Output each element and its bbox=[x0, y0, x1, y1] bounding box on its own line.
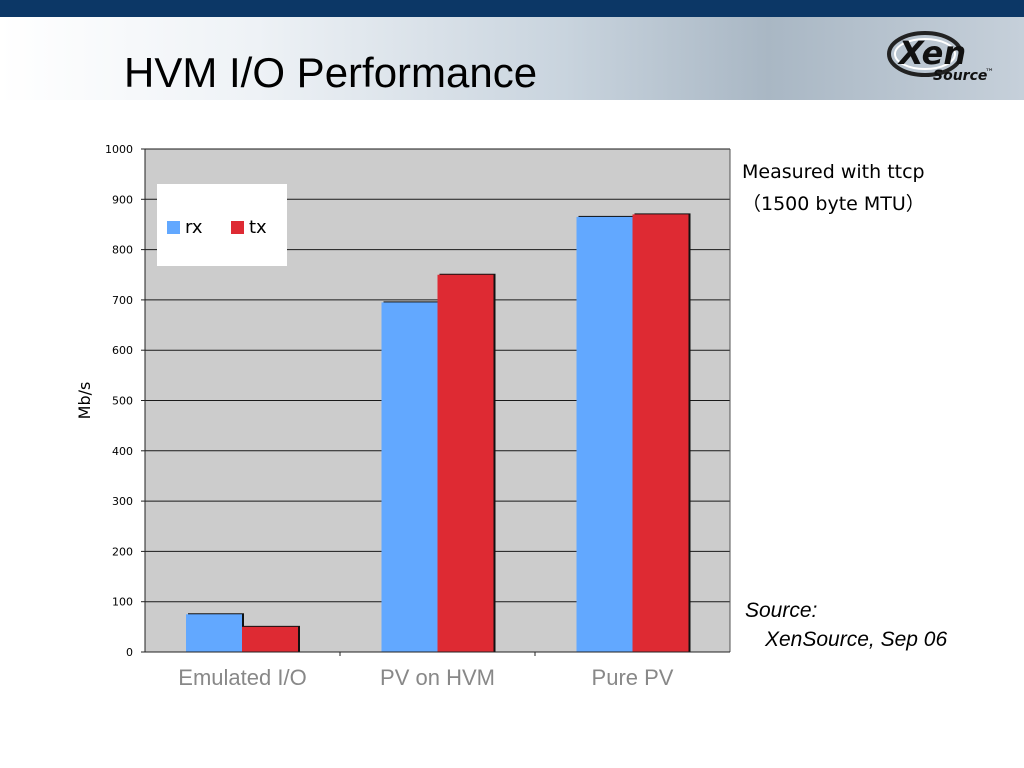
logo-trademark: ™ bbox=[985, 68, 994, 78]
slide-title: HVM I/O Performance bbox=[124, 49, 538, 96]
bar-tx-1 bbox=[437, 274, 494, 652]
y-tick-label: 800 bbox=[112, 244, 133, 257]
legend-swatch-tx bbox=[231, 221, 244, 234]
y-tick-label: 0 bbox=[126, 646, 133, 659]
bar-tx-2 bbox=[632, 214, 689, 652]
y-tick-label: 400 bbox=[112, 445, 133, 458]
source-label: Source: bbox=[745, 599, 818, 622]
logo-word-source: Source bbox=[933, 68, 987, 84]
bar-tx-0 bbox=[242, 626, 298, 652]
note-line-1: Measured with ttcp bbox=[742, 161, 925, 183]
bar-rx-1 bbox=[381, 302, 438, 652]
x-category-label: Emulated I/O bbox=[178, 665, 306, 690]
y-tick-label: 300 bbox=[112, 495, 133, 508]
x-category-label: Pure PV bbox=[592, 665, 674, 690]
source-detail: XenSource, Sep 06 bbox=[765, 628, 948, 651]
y-tick-label: 900 bbox=[112, 193, 133, 206]
y-tick-label: 100 bbox=[112, 596, 133, 609]
header-banner bbox=[0, 17, 1024, 100]
top-bar bbox=[0, 0, 1024, 17]
y-tick-label: 1000 bbox=[105, 143, 133, 156]
x-category-label: PV on HVM bbox=[380, 665, 495, 690]
legend-label-rx: rx bbox=[185, 217, 203, 238]
y-tick-label: 700 bbox=[112, 294, 133, 307]
xensource-logo: Xen Source ™ bbox=[885, 28, 1020, 88]
y-tick-label: 600 bbox=[112, 344, 133, 357]
measurement-note: Measured with ttcp （1500 byte MTU） bbox=[742, 156, 982, 220]
y-tick-label: 200 bbox=[112, 545, 133, 558]
bar-rx-2 bbox=[576, 216, 633, 652]
source-citation: Source: XenSource, Sep 06 bbox=[745, 596, 947, 654]
y-tick-label: 500 bbox=[112, 395, 133, 408]
y-axis-title: Mb/s bbox=[75, 382, 94, 420]
note-line-2: （1500 byte MTU） bbox=[742, 193, 925, 215]
bar-rx-0 bbox=[186, 614, 242, 652]
legend-label-tx: tx bbox=[249, 217, 267, 238]
legend-swatch-rx bbox=[167, 221, 180, 234]
bar-chart: 0 100 200 300 400 500 600 700 800 900 1000 Emulated… bbox=[75, 143, 731, 690]
logo-word-xen: Xen bbox=[897, 34, 966, 72]
